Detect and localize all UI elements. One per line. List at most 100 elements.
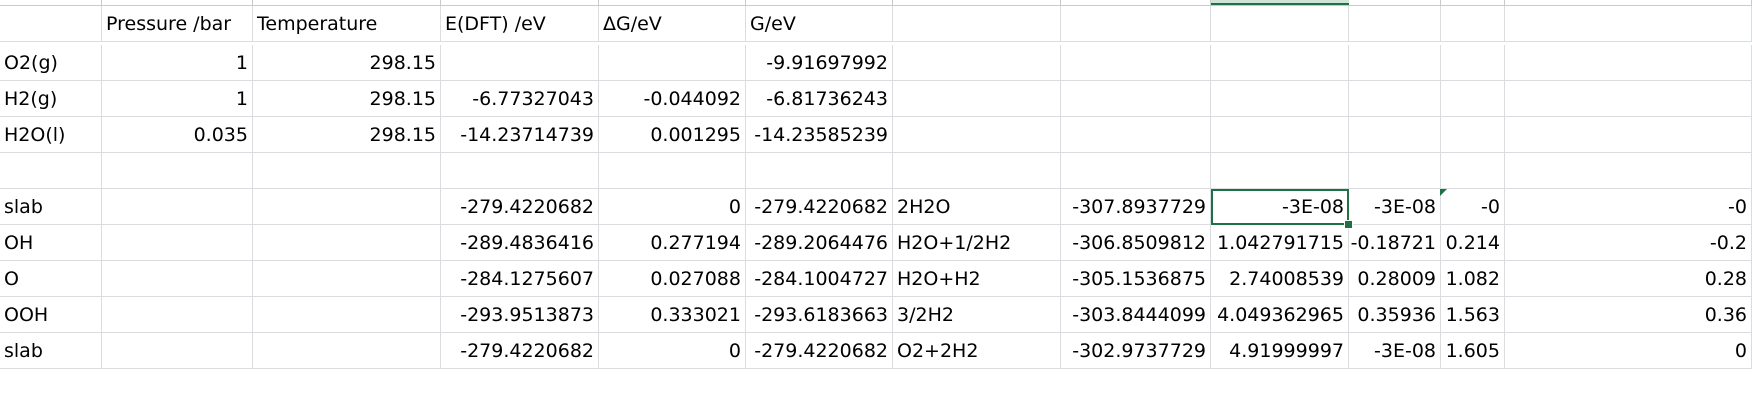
- table-cell[interactable]: [1211, 81, 1349, 117]
- table-cell[interactable]: -303.8444099: [1061, 297, 1211, 333]
- table-cell[interactable]: 0.35936: [1349, 297, 1441, 333]
- table-cell[interactable]: -0.18721: [1349, 225, 1441, 261]
- table-cell[interactable]: -3E-08: [1349, 333, 1441, 369]
- table-cell[interactable]: 4.91999997: [1211, 333, 1349, 369]
- table-cell[interactable]: [1061, 81, 1211, 117]
- table-cell[interactable]: -279.4220682: [441, 189, 599, 225]
- table-cell[interactable]: 0.36: [1505, 297, 1752, 333]
- column-header-cell[interactable]: [1211, 6, 1349, 42]
- table-cell[interactable]: slab: [0, 333, 102, 369]
- table-cell[interactable]: [893, 45, 1061, 81]
- table-cell[interactable]: -302.9737729: [1061, 333, 1211, 369]
- table-cell[interactable]: -284.1275607: [441, 261, 599, 297]
- table-cell[interactable]: 0.333021: [599, 297, 746, 333]
- table-cell[interactable]: -0: [1505, 189, 1752, 225]
- column-divider[interactable]: [252, 0, 253, 6]
- table-cell[interactable]: O: [0, 261, 102, 297]
- table-cell[interactable]: [441, 45, 599, 81]
- table-cell[interactable]: [1441, 153, 1505, 189]
- table-cell[interactable]: [1441, 81, 1505, 117]
- table-cell[interactable]: [0, 153, 102, 189]
- column-divider[interactable]: [1440, 0, 1441, 6]
- table-cell[interactable]: -3E-08: [1349, 189, 1441, 225]
- table-cell[interactable]: 1.082: [1441, 261, 1505, 297]
- table-cell[interactable]: [1505, 45, 1752, 81]
- table-cell[interactable]: OOH: [0, 297, 102, 333]
- table-cell[interactable]: [599, 45, 746, 81]
- table-cell[interactable]: -279.4220682: [746, 333, 893, 369]
- table-cell[interactable]: -6.77327043: [441, 81, 599, 117]
- table-cell[interactable]: H2O+1/2H2: [893, 225, 1061, 261]
- table-cell[interactable]: [1505, 81, 1752, 117]
- table-cell[interactable]: [893, 117, 1061, 153]
- column-divider[interactable]: [101, 0, 102, 6]
- table-cell[interactable]: [102, 261, 253, 297]
- table-cell[interactable]: -305.1536875: [1061, 261, 1211, 297]
- table-cell[interactable]: 4.049362965: [1211, 297, 1349, 333]
- table-cell[interactable]: [1061, 117, 1211, 153]
- table-cell[interactable]: 1: [102, 45, 253, 81]
- table-cell[interactable]: [1349, 117, 1441, 153]
- table-cell[interactable]: 0.035: [102, 117, 253, 153]
- table-cell[interactable]: [253, 297, 441, 333]
- table-cell[interactable]: -0.2: [1505, 225, 1752, 261]
- table-cell[interactable]: 1.042791715: [1211, 225, 1349, 261]
- table-cell[interactable]: [893, 153, 1061, 189]
- table-cell[interactable]: [1061, 153, 1211, 189]
- table-cell[interactable]: 0.001295: [599, 117, 746, 153]
- column-header-cell[interactable]: G/eV: [746, 6, 893, 42]
- table-cell[interactable]: 298.15: [253, 45, 441, 81]
- table-cell[interactable]: -14.23714739: [441, 117, 599, 153]
- table-cell[interactable]: -279.4220682: [441, 333, 599, 369]
- table-cell[interactable]: [1441, 45, 1505, 81]
- table-cell[interactable]: [253, 189, 441, 225]
- table-cell[interactable]: [1349, 45, 1441, 81]
- column-divider[interactable]: [892, 0, 893, 6]
- table-cell[interactable]: [1061, 45, 1211, 81]
- column-header-cell[interactable]: Pressure /bar: [102, 6, 253, 42]
- table-cell[interactable]: -293.9513873: [441, 297, 599, 333]
- column-header-cell[interactable]: [1505, 6, 1752, 42]
- selected-cell[interactable]: -3E-08: [1211, 189, 1349, 225]
- table-cell[interactable]: H2O(l): [0, 117, 102, 153]
- column-divider[interactable]: [598, 0, 599, 6]
- table-cell[interactable]: -289.4836416: [441, 225, 599, 261]
- table-cell[interactable]: [102, 153, 253, 189]
- column-header-cell[interactable]: [893, 6, 1061, 42]
- table-cell[interactable]: -306.8509812: [1061, 225, 1211, 261]
- table-cell[interactable]: -6.81736243: [746, 81, 893, 117]
- table-cell[interactable]: -307.8937729: [1061, 189, 1211, 225]
- table-cell[interactable]: -0.044092: [599, 81, 746, 117]
- table-cell[interactable]: O2(g): [0, 45, 102, 81]
- table-cell[interactable]: 1.605: [1441, 333, 1505, 369]
- table-cell[interactable]: [441, 153, 599, 189]
- table-cell[interactable]: [1349, 153, 1441, 189]
- table-cell[interactable]: slab: [0, 189, 102, 225]
- column-divider[interactable]: [440, 0, 441, 6]
- column-header-cell[interactable]: ΔG/eV: [599, 6, 746, 42]
- active-column-header[interactable]: [1211, 0, 1349, 5]
- column-header-cell[interactable]: [0, 6, 102, 42]
- column-header-cell[interactable]: E(DFT) /eV: [441, 6, 599, 42]
- table-cell[interactable]: OH: [0, 225, 102, 261]
- table-cell[interactable]: [1349, 81, 1441, 117]
- table-cell[interactable]: [599, 153, 746, 189]
- column-divider[interactable]: [1210, 0, 1211, 6]
- table-cell[interactable]: 1.563: [1441, 297, 1505, 333]
- table-cell[interactable]: 1: [102, 81, 253, 117]
- table-cell[interactable]: [1505, 117, 1752, 153]
- table-cell[interactable]: [253, 153, 441, 189]
- table-cell[interactable]: 0: [599, 189, 746, 225]
- table-cell[interactable]: 0.214: [1441, 225, 1505, 261]
- table-cell[interactable]: [253, 225, 441, 261]
- table-cell[interactable]: 0.28009: [1349, 261, 1441, 297]
- table-cell[interactable]: 0.277194: [599, 225, 746, 261]
- table-cell[interactable]: [893, 81, 1061, 117]
- table-cell[interactable]: [1211, 117, 1349, 153]
- table-cell[interactable]: -9.91697992: [746, 45, 893, 81]
- table-cell[interactable]: [1441, 117, 1505, 153]
- column-divider[interactable]: [745, 0, 746, 6]
- column-divider[interactable]: [1060, 0, 1061, 6]
- table-cell[interactable]: 0.28: [1505, 261, 1752, 297]
- table-cell[interactable]: 3/2H2: [893, 297, 1061, 333]
